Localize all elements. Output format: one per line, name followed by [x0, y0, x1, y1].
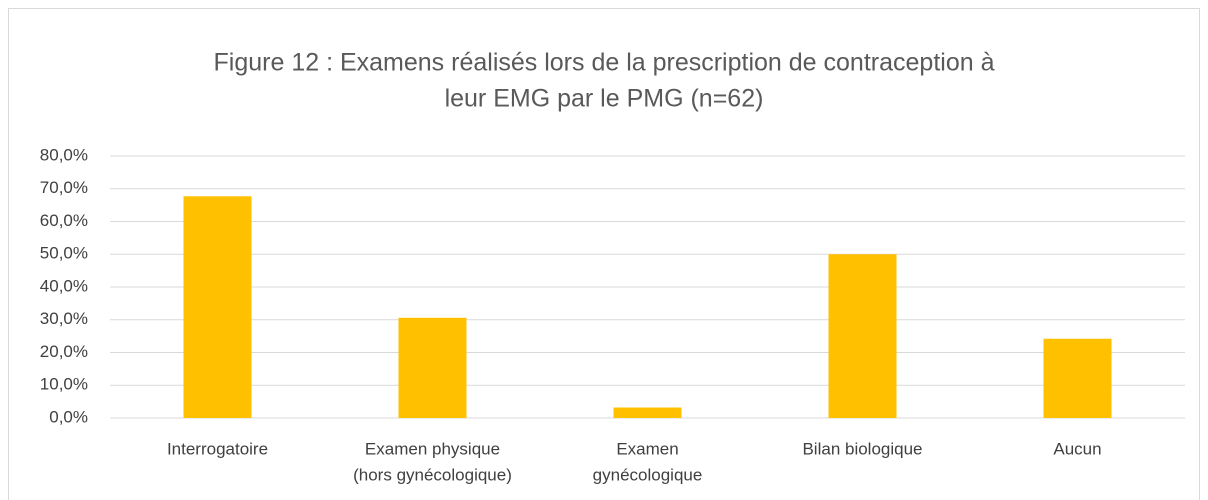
x-tick-label: Examen physique — [365, 439, 500, 458]
x-tick-label: (hors gynécologique) — [353, 465, 512, 484]
x-tick-label: Examen — [616, 439, 678, 458]
x-tick-label: Aucun — [1053, 439, 1101, 458]
bar — [183, 196, 252, 418]
chart-title: Figure 12 : Examens réalisés lors de la … — [214, 49, 995, 77]
y-tick-label: 50,0% — [40, 244, 88, 263]
y-tick-label: 20,0% — [40, 342, 88, 361]
bar — [613, 407, 682, 418]
y-tick-label: 80,0% — [40, 145, 88, 164]
bar — [828, 254, 897, 418]
chart-title: leur EMG par le PMG (n=62) — [445, 85, 764, 113]
y-tick-label: 40,0% — [40, 276, 88, 295]
x-tick-label: gynécologique — [593, 465, 703, 484]
y-tick-label: 70,0% — [40, 178, 88, 197]
y-tick-label: 0,0% — [49, 407, 88, 426]
bar — [398, 317, 467, 418]
y-tick-label: 10,0% — [40, 375, 88, 394]
x-tick-label: Bilan biologique — [802, 439, 922, 458]
y-tick-label: 60,0% — [40, 211, 88, 230]
y-tick-label: 30,0% — [40, 309, 88, 328]
x-tick-label: Interrogatoire — [167, 439, 268, 458]
bar — [1043, 338, 1112, 418]
